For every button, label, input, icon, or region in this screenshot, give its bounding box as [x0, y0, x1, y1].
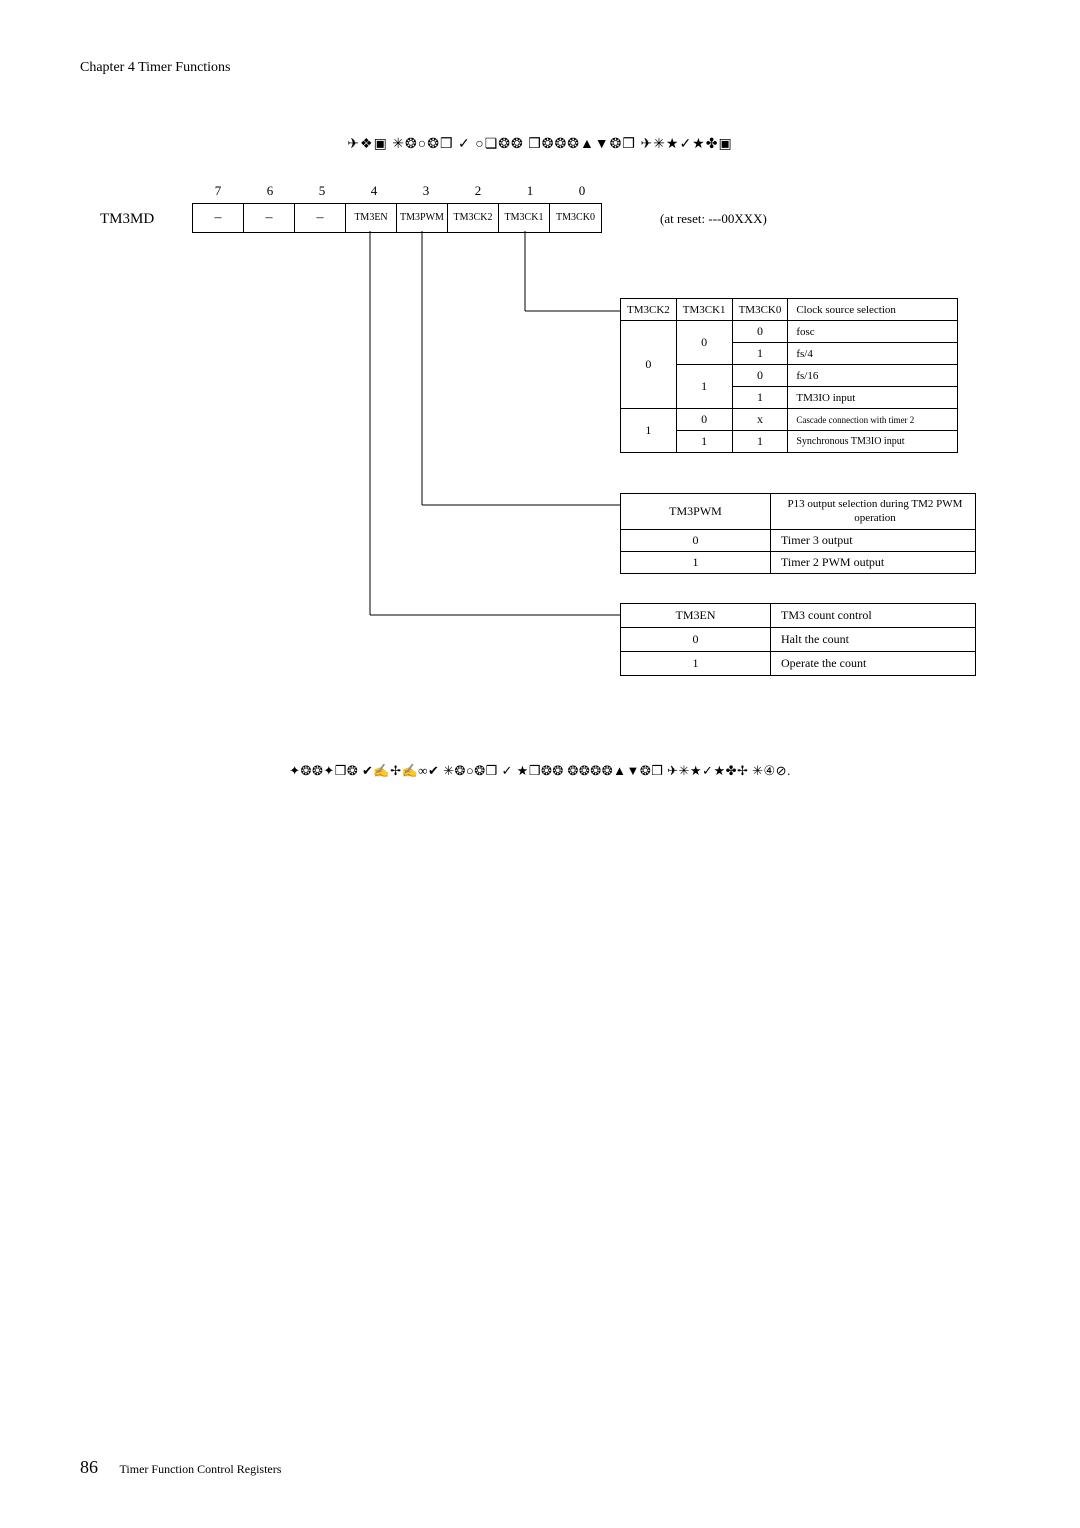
reg-cell: TM3CK0 [550, 204, 601, 232]
register-name: TM3MD [100, 211, 154, 228]
reg-cell: – [295, 204, 346, 232]
table-header: TM3CK1 [676, 299, 732, 321]
table-cell: 0 [621, 529, 771, 551]
table-cell: 0 [676, 321, 732, 365]
bit-numbers-row: 7 6 5 4 3 2 1 0 [192, 183, 608, 199]
table-header: Clock source selection [788, 299, 958, 321]
reset-note: (at reset: ---00XXX) [660, 211, 767, 227]
table-cell: x [732, 409, 788, 431]
table-cell: 0 [676, 409, 732, 431]
table-cell: 0 [621, 321, 677, 409]
table-cell: fosc [788, 321, 958, 343]
reg-cell: TM3EN [346, 204, 397, 232]
table-cell: TM3IO input [788, 387, 958, 409]
table-header: TM3CK2 [621, 299, 677, 321]
bit-num: 6 [244, 183, 296, 199]
table-cell: 1 [732, 387, 788, 409]
table-cell: 0 [732, 365, 788, 387]
table-cell: 1 [621, 652, 771, 676]
table-header: TM3 count control [771, 604, 976, 628]
footer-text: Timer Function Control Registers [120, 1462, 282, 1476]
figure-caption: ✦❂❂✦❒❂ ✔✍✢✍∞✔ ✳❂○❂❒ ✓ ★❒❂❂ ❂❂❂❂▲▼❂❒ ✈✳★✓… [80, 763, 1000, 779]
table-cell: 1 [732, 431, 788, 453]
table-cell: Timer 3 output [771, 529, 976, 551]
figure-title: ✈❖▣ ✳❂○❂❒ ✓ ○❏❂❂ ❒❂❂❂▲▼❂❒ ✈✳★✓★✤▣ [80, 136, 1000, 153]
pwm-output-table: TM3PWM P13 output selection during TM2 P… [620, 493, 976, 574]
table-cell: 1 [676, 365, 732, 409]
page-footer: 86 Timer Function Control Registers [80, 1457, 281, 1478]
reg-cell: TM3PWM [397, 204, 448, 232]
table-cell: fs/16 [788, 365, 958, 387]
table-cell: 1 [621, 551, 771, 573]
table-header: TM3PWM [621, 494, 771, 530]
bit-num: 4 [348, 183, 400, 199]
bit-num: 2 [452, 183, 504, 199]
bit-num: 0 [556, 183, 608, 199]
table-cell: 1 [621, 409, 677, 453]
bit-num: 7 [192, 183, 244, 199]
register-row: – – – TM3EN TM3PWM TM3CK2 TM3CK1 TM3CK0 [192, 203, 602, 233]
table-cell: Cascade connection with timer 2 [788, 409, 958, 431]
bit-num: 1 [504, 183, 556, 199]
table-cell: 0 [621, 628, 771, 652]
table-cell: Timer 2 PWM output [771, 551, 976, 573]
table-cell: 0 [732, 321, 788, 343]
table-cell: Synchronous TM3IO input [788, 431, 958, 453]
table-cell: fs/4 [788, 343, 958, 365]
table-cell: 1 [676, 431, 732, 453]
table-cell: Operate the count [771, 652, 976, 676]
bit-num: 5 [296, 183, 348, 199]
table-cell: Halt the count [771, 628, 976, 652]
reg-cell: – [193, 204, 244, 232]
table-cell: 1 [732, 343, 788, 365]
reg-cell: – [244, 204, 295, 232]
clock-source-table: TM3CK2 TM3CK1 TM3CK0 Clock source select… [620, 298, 958, 453]
table-header: P13 output selection during TM2 PWM oper… [771, 494, 976, 530]
register-diagram: 7 6 5 4 3 2 1 0 TM3MD – – – TM3EN TM3PWM… [100, 183, 1000, 743]
reg-cell: TM3CK2 [448, 204, 499, 232]
chapter-header: Chapter 4 Timer Functions [80, 60, 1000, 76]
table-header: TM3CK0 [732, 299, 788, 321]
table-header: TM3EN [621, 604, 771, 628]
page-number: 86 [80, 1457, 98, 1477]
count-control-table: TM3EN TM3 count control 0 Halt the count… [620, 603, 976, 676]
bit-num: 3 [400, 183, 452, 199]
reg-cell: TM3CK1 [499, 204, 550, 232]
